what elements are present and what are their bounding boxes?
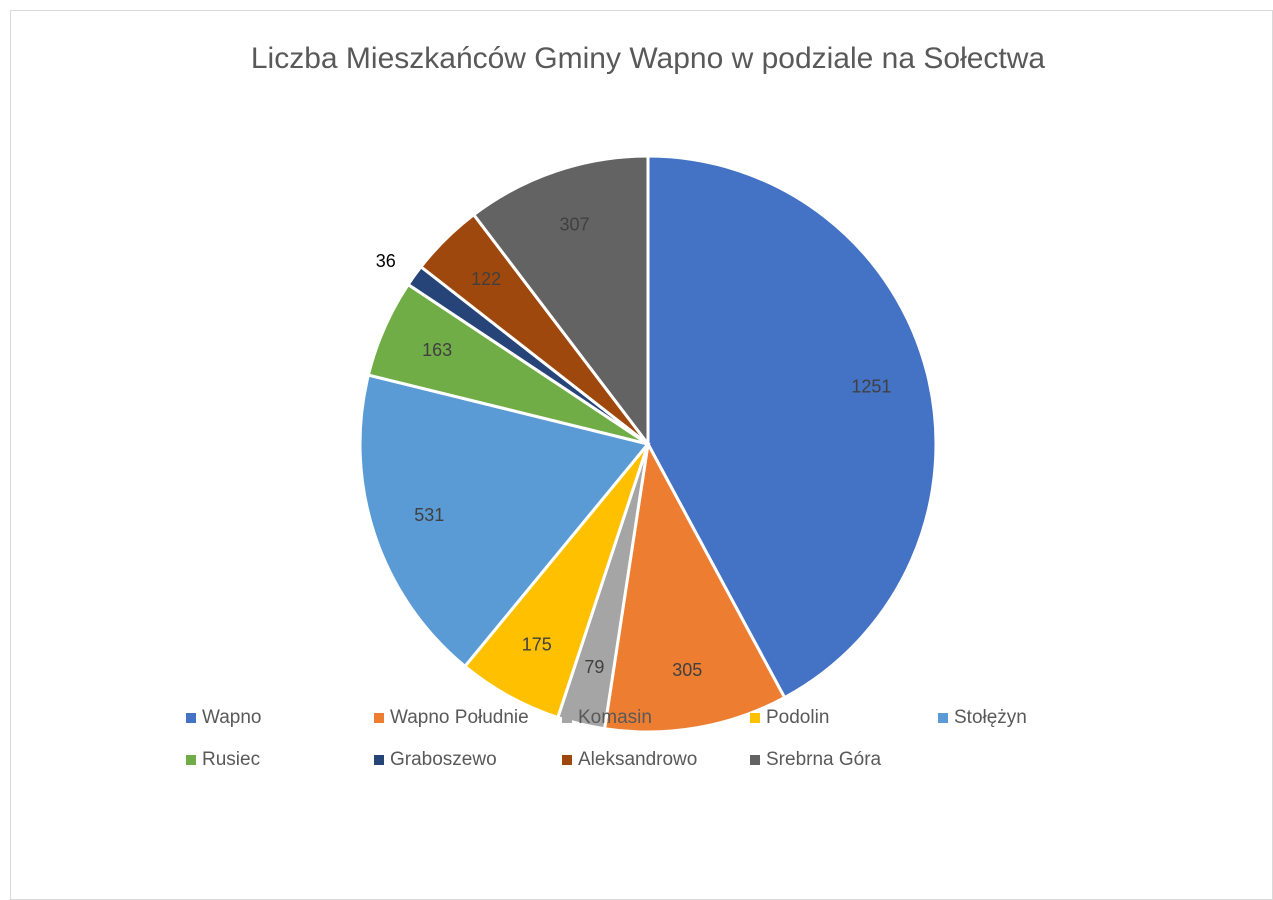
data-label: 175 [522,635,552,655]
pie-slice [646,154,938,700]
pie-slice [358,373,651,669]
data-label: 307 [559,214,589,234]
legend-marker [562,713,572,723]
legend-label: Podolin [766,707,829,728]
pie-slice [602,439,787,734]
data-label: 531 [414,505,444,525]
legend-label: Graboszewo [390,749,497,770]
data-label: 163 [422,340,452,360]
legend-label: Aleksandrowo [578,749,697,770]
legend-marker [750,713,760,723]
data-label: 122 [471,269,501,289]
legend-marker [374,755,384,765]
legend-label: Wapno Południe [390,707,529,728]
legend-label: Srebrna Góra [766,749,882,770]
legend-label: Rusiec [202,749,260,770]
legend-marker [186,713,196,723]
data-label: 36 [376,251,396,271]
legend-label: Stołężyn [954,707,1027,728]
legend-label: Komasin [578,707,652,728]
pie-slice [471,154,650,449]
chart-title: Liczba Mieszkańców Gminy Wapno w podzial… [251,42,1046,75]
data-label: 305 [672,660,702,680]
data-label: 79 [584,657,604,677]
legend-marker [750,755,760,765]
legend-marker [186,755,196,765]
legend-marker [938,713,948,723]
legend-label: Wapno [202,707,262,728]
data-label: 1251 [851,376,891,396]
legend-marker [374,713,384,723]
legend-marker [562,755,572,765]
